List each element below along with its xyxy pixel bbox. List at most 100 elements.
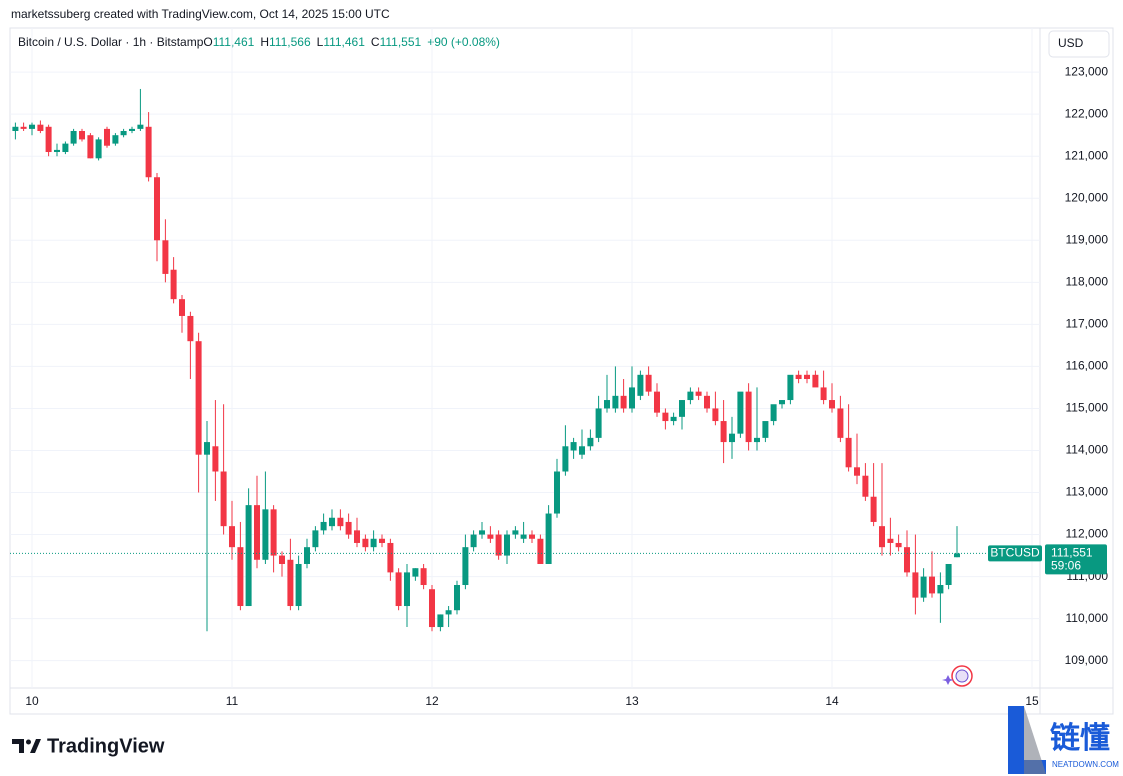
candle-body: [679, 400, 685, 417]
candle-body: [79, 130, 85, 140]
candle-body: [512, 530, 519, 535]
candle-body: [187, 315, 194, 342]
candle-body: [45, 126, 52, 153]
candle-body: [162, 240, 169, 274]
candle-body: [104, 128, 110, 146]
candle-body: [929, 576, 935, 594]
candle-body: [804, 374, 810, 380]
candle-body: [862, 475, 869, 497]
candle-body: [437, 614, 444, 628]
plot: 109,000110,000111,000112,000113,000114,0…: [10, 28, 1108, 708]
candle-body: [487, 534, 494, 539]
legend-o: O: [203, 35, 212, 49]
candle-body: [645, 374, 652, 392]
candle-body: [329, 517, 335, 527]
candle-body: [895, 542, 902, 548]
candle-body: [787, 374, 794, 401]
candle-body: [837, 408, 844, 438]
candle-body: [754, 437, 760, 443]
brand-logo: [12, 739, 41, 753]
currency[interactable]: USD: [1058, 36, 1084, 50]
candle-body: [95, 139, 102, 159]
candle-body: [604, 400, 610, 409]
y-tick-label: 112,000: [1066, 527, 1109, 541]
candle-body: [495, 534, 502, 556]
candle-body: [170, 269, 177, 300]
x-tick-label: 12: [425, 694, 439, 708]
candle-body: [904, 547, 910, 573]
candle-body: [287, 559, 294, 607]
candle-body: [704, 395, 710, 409]
candle-body: [745, 391, 752, 443]
candle-body: [137, 124, 144, 129]
candle-body: [270, 509, 277, 556]
candle-body: [795, 374, 802, 380]
candle-body: [845, 437, 852, 468]
candle-body: [520, 534, 527, 539]
candle-body: [662, 412, 669, 422]
candle-body: [462, 547, 469, 586]
candle-body: [945, 563, 952, 586]
brand: TradingView: [47, 735, 165, 757]
candle-body: [612, 395, 619, 409]
symbol-tag-label: BTCUSD: [990, 546, 1040, 560]
candle-body: [29, 124, 35, 129]
candle-body: [954, 553, 960, 558]
candle-body: [454, 585, 460, 611]
candle-body: [879, 526, 885, 548]
legend-c: C: [371, 35, 380, 49]
legend-o-value: 111,461: [213, 35, 255, 49]
currency-box[interactable]: [1048, 30, 1110, 58]
candle-body: [395, 572, 402, 607]
candle-body: [554, 471, 560, 514]
candle-body: [712, 408, 719, 422]
price-tag-countdown: 59:06: [1051, 559, 1081, 573]
candle-body: [204, 442, 210, 455]
candle-body: [320, 521, 327, 531]
candle-body: [654, 391, 660, 413]
legend: Bitcoin / U.S. Dollar · 1h · BitstampO11…: [18, 35, 500, 49]
candle-body: [62, 143, 69, 153]
event-icon[interactable]: [942, 665, 973, 687]
candle-body: [470, 534, 477, 548]
candle-body: [245, 505, 252, 607]
chart-frame: [9, 27, 1114, 715]
candle-body: [595, 408, 602, 438]
candle-body: [145, 126, 152, 178]
candle-body: [337, 517, 344, 527]
candle-body: [304, 547, 310, 564]
candle-body: [412, 568, 419, 577]
candle-body: [762, 421, 769, 438]
candle-body: [20, 126, 27, 129]
candle-body: [379, 538, 385, 543]
legend-text: Bitcoin / U.S. Dollar · 1h · BitstampO11…: [18, 35, 500, 49]
y-tick-label: 123,000: [1065, 64, 1109, 78]
candle-body: [479, 530, 485, 535]
candle-body: [37, 124, 44, 131]
candle-body: [545, 513, 552, 564]
candle-body: [404, 572, 410, 607]
candle-body: [445, 610, 452, 615]
candle-body: [887, 538, 894, 543]
y-tick-label: 110,000: [1066, 611, 1109, 625]
candle-body: [262, 509, 269, 560]
y-tick-label: 122,000: [1065, 106, 1109, 120]
candle-body: [220, 471, 227, 527]
candle-body: [537, 538, 544, 564]
y-tick-label: 120,000: [1065, 190, 1109, 204]
candle-body: [154, 177, 160, 241]
legend-change: +90 (+0.08%): [427, 35, 500, 49]
candle-body: [620, 395, 627, 409]
candle-body: [579, 446, 585, 455]
symbol-tag: [988, 545, 1042, 562]
candle-body: [254, 505, 260, 560]
candle-body: [854, 467, 860, 476]
candle-body: [212, 446, 219, 472]
candle-body: [420, 568, 427, 586]
candle-body: [695, 391, 702, 396]
legend-l-value: 111,461: [323, 35, 365, 49]
candle-body: [354, 530, 360, 543]
candle-body: [87, 135, 94, 159]
y-tick-label: 119,000: [1066, 232, 1109, 246]
